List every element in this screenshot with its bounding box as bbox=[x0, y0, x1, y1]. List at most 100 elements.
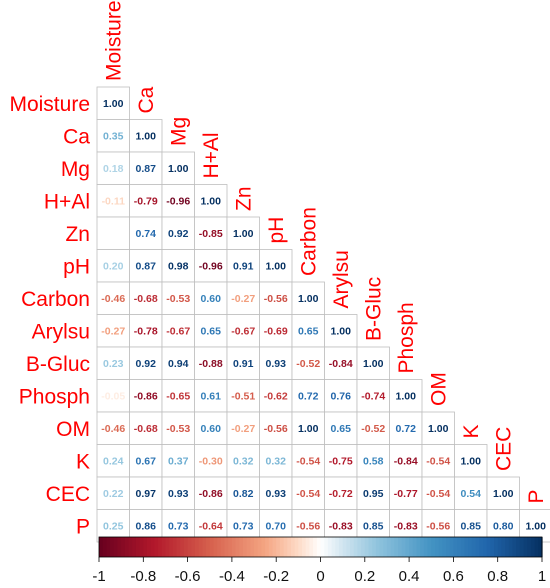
row-label: pH bbox=[63, 255, 90, 278]
colorbar-segment bbox=[261, 537, 266, 557]
cell-value: 0.72 bbox=[396, 423, 417, 435]
cell-value: 0.87 bbox=[136, 261, 157, 273]
colorbar-segment bbox=[361, 537, 366, 557]
colorbar-segment bbox=[290, 537, 296, 557]
cell-K-Phosph bbox=[389, 444, 423, 478]
column-label: Moisture bbox=[102, 0, 125, 81]
cell-value: -0.27 bbox=[101, 326, 125, 338]
cell-value: 1.00 bbox=[136, 131, 157, 143]
cell-value: 0.23 bbox=[103, 358, 124, 370]
cell-CEC-OM bbox=[421, 476, 455, 510]
cell-value: 0.73 bbox=[168, 521, 189, 533]
cell-P-B-Gluc bbox=[356, 509, 390, 543]
cell-Phosph-Mg bbox=[161, 379, 195, 413]
cell-Phosph-Ca bbox=[129, 379, 163, 413]
cell-Phosph-H+Al bbox=[194, 379, 228, 413]
cell-value: 0.61 bbox=[201, 391, 222, 403]
cell-value: -0.54 bbox=[296, 456, 320, 468]
cell-value: 0.92 bbox=[168, 228, 189, 240]
cell-K-Moisture bbox=[96, 444, 130, 478]
colorbar-segment bbox=[117, 537, 122, 557]
colorbar-segment bbox=[368, 537, 373, 557]
colorbar-segment bbox=[228, 537, 233, 557]
cell-value: 0.60 bbox=[201, 423, 222, 435]
cell-B-Gluc-B-Gluc bbox=[356, 346, 390, 380]
row-label: Phosph bbox=[19, 385, 90, 408]
cell-pH-Ca bbox=[129, 249, 163, 283]
cell-value: -0.11 bbox=[102, 196, 126, 208]
colorbar-segment bbox=[106, 537, 111, 557]
cell-Moisture-Moisture bbox=[96, 86, 130, 120]
colorbar-tick-label: 0 bbox=[316, 568, 324, 585]
colorbar-segment bbox=[132, 537, 137, 557]
cell-value: 0.93 bbox=[266, 358, 287, 370]
colorbar-segment bbox=[294, 537, 299, 557]
colorbar-segment bbox=[438, 537, 443, 557]
colorbar-segment bbox=[434, 537, 440, 557]
cell-value: 0.65 bbox=[298, 326, 319, 338]
colorbar: -1 -0.8 -0.6 -0.4 -0.2 0 0.2 0.4 0.6 0.8 1 bbox=[92, 536, 546, 585]
colorbar-segment bbox=[353, 537, 359, 557]
cell-Carbon-pH bbox=[259, 281, 293, 315]
cell-value: -0.51 bbox=[231, 391, 255, 403]
cell-value: -0.05 bbox=[101, 391, 125, 403]
colorbar-segment bbox=[508, 537, 514, 557]
cell-value: 0.37 bbox=[168, 456, 189, 468]
cell-value: -0.85 bbox=[199, 228, 223, 240]
colorbar-segment bbox=[246, 537, 251, 557]
cell-Mg-Mg bbox=[161, 151, 195, 185]
colorbar-segment bbox=[335, 537, 340, 557]
cell-Phosph-Arylsu bbox=[324, 379, 358, 413]
column-label: H+Al bbox=[200, 132, 223, 178]
cell-OM-Moisture bbox=[96, 411, 130, 445]
cell-pH-Zn bbox=[226, 249, 260, 283]
colorbar-segment bbox=[409, 537, 414, 557]
colorbar-segment bbox=[135, 537, 141, 557]
colorbar-segment bbox=[412, 537, 418, 557]
cell-value: 0.70 bbox=[266, 521, 287, 533]
cell-P-CEC bbox=[486, 509, 520, 543]
cell-value: 0.85 bbox=[363, 521, 384, 533]
colorbar-tick-label: 0.8 bbox=[487, 568, 508, 585]
cell-value: 1.00 bbox=[298, 293, 319, 305]
cell-value: -0.46 bbox=[101, 423, 125, 435]
cell-CEC-Mg bbox=[161, 476, 195, 510]
colorbar-segment bbox=[172, 537, 178, 557]
column-label: P bbox=[525, 489, 548, 503]
cell-value: 1.00 bbox=[201, 196, 222, 208]
cell-value: -0.52 bbox=[296, 358, 320, 370]
colorbar-segment bbox=[316, 537, 322, 557]
colorbar-segment bbox=[154, 537, 159, 557]
cell-value: -0.56 bbox=[264, 423, 288, 435]
colorbar-segment bbox=[416, 537, 421, 557]
cell-value: 0.74 bbox=[136, 228, 157, 240]
colorbar-segment bbox=[442, 537, 447, 557]
colorbar-segment bbox=[121, 537, 126, 557]
cell-pH-Moisture bbox=[96, 249, 130, 283]
cell-H+Al-Ca bbox=[129, 184, 163, 218]
row-label: H+Al bbox=[44, 190, 90, 213]
cell-Carbon-Moisture bbox=[96, 281, 130, 315]
colorbar-segment bbox=[394, 537, 399, 557]
row-label: Ca bbox=[63, 125, 90, 148]
cell-value: 1.00 bbox=[168, 163, 189, 175]
cell-value: -0.79 bbox=[134, 196, 158, 208]
colorbar-tick-label: 0.6 bbox=[443, 568, 464, 585]
cell-value: -0.96 bbox=[166, 196, 190, 208]
cell-K-pH bbox=[259, 444, 293, 478]
colorbar-segment bbox=[161, 537, 167, 557]
cell-value: -0.67 bbox=[231, 326, 255, 338]
cell-Carbon-Carbon bbox=[291, 281, 325, 315]
cell-value: 0.32 bbox=[266, 456, 287, 468]
colorbar-segment bbox=[213, 537, 218, 557]
cell-value: -0.84 bbox=[394, 456, 418, 468]
row-label: K bbox=[76, 450, 90, 473]
colorbar-segment bbox=[338, 537, 344, 557]
cell-value: -0.68 bbox=[134, 293, 158, 305]
cell-value: 0.95 bbox=[363, 488, 384, 500]
cell-value: -0.54 bbox=[426, 456, 450, 468]
cell-K-Carbon bbox=[291, 444, 325, 478]
column-label: Ca bbox=[135, 86, 158, 113]
cell-value: 0.67 bbox=[136, 456, 157, 468]
cell-value: -0.88 bbox=[199, 358, 223, 370]
